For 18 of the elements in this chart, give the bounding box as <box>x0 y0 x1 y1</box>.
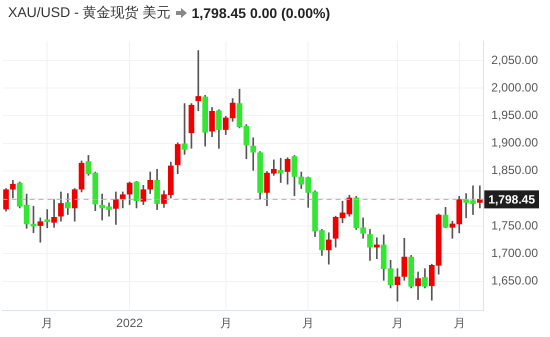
candlestick <box>182 103 188 155</box>
y-tick-label: 2,000.00 <box>491 80 538 94</box>
ref-line-label: 1,798.45 <box>488 192 536 207</box>
x-tick-label: 月 <box>453 316 466 330</box>
x-tick-label: 月 <box>220 316 232 330</box>
y-tick-label: 1,900.00 <box>491 136 538 150</box>
x-tick-label: 2022 <box>116 316 144 330</box>
x-tick-label: 月 <box>41 316 54 330</box>
y-tick-label: 1,750.00 <box>491 218 538 232</box>
x-tick-label: 月 <box>302 316 314 330</box>
x-tick-label: 月 <box>391 316 404 330</box>
y-tick-label: 2,050.00 <box>491 52 538 67</box>
y-tick-label: 1,850.00 <box>491 163 538 178</box>
chart-subtitle: 1,798.45 0.00 (0.00%) <box>192 5 330 21</box>
y-tick-label: 1,950.00 <box>491 108 538 122</box>
y-tick-label: 1,650.00 <box>491 274 538 288</box>
y-tick-label: 1,700.00 <box>491 246 538 260</box>
chart-title: XAU/USD - 黄金现货 美元 <box>8 4 171 22</box>
